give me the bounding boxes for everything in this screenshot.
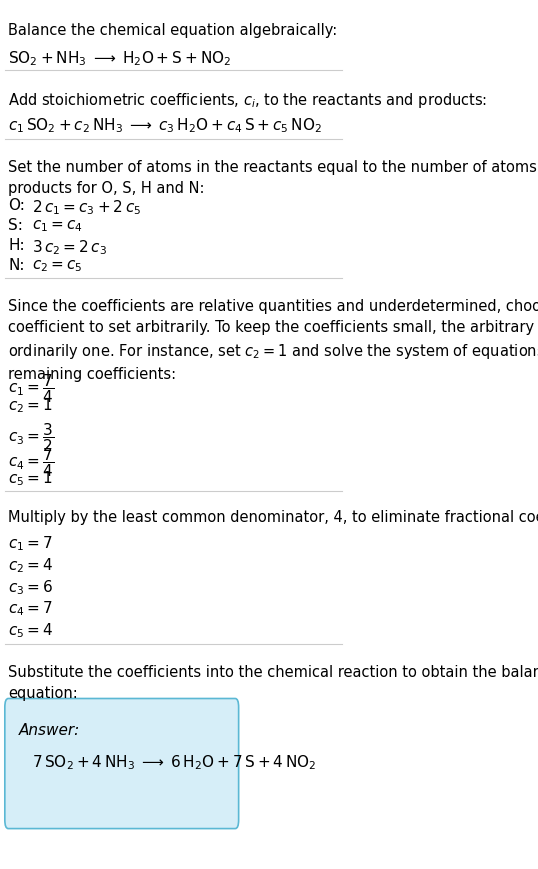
Text: $c_1\,\mathrm{SO_2} + c_2\,\mathrm{NH_3} \;\longrightarrow\; c_3\,\mathrm{H_2O} : $c_1\,\mathrm{SO_2} + c_2\,\mathrm{NH_3}… xyxy=(8,116,322,136)
Text: $c_1 = c_4$: $c_1 = c_4$ xyxy=(32,218,83,234)
Text: O:: O: xyxy=(8,198,25,213)
Text: $c_2 = 1$: $c_2 = 1$ xyxy=(8,395,53,415)
Text: $c_3 = 6$: $c_3 = 6$ xyxy=(8,577,53,596)
Text: $7\,\mathrm{SO_2} + 4\,\mathrm{NH_3} \;\longrightarrow\; 6\,\mathrm{H_2O} + 7\,\: $7\,\mathrm{SO_2} + 4\,\mathrm{NH_3} \;\… xyxy=(32,753,316,771)
Text: Set the number of atoms in the reactants equal to the number of atoms in the
pro: Set the number of atoms in the reactants… xyxy=(8,160,538,196)
Text: Multiply by the least common denominator, 4, to eliminate fractional coefficient: Multiply by the least common denominator… xyxy=(8,510,538,525)
Text: H:: H: xyxy=(8,238,25,253)
Text: $c_3 = \dfrac{3}{2}$: $c_3 = \dfrac{3}{2}$ xyxy=(8,421,54,454)
Text: $c_2 = c_5$: $c_2 = c_5$ xyxy=(32,258,83,274)
Text: $2\,c_1 = c_3 + 2\,c_5$: $2\,c_1 = c_3 + 2\,c_5$ xyxy=(32,198,141,216)
Text: Add stoichiometric coefficients, $c_i$, to the reactants and products:: Add stoichiometric coefficients, $c_i$, … xyxy=(8,90,487,109)
Text: $c_4 = 7$: $c_4 = 7$ xyxy=(8,599,53,618)
Text: Since the coefficients are relative quantities and underdetermined, choose a
coe: Since the coefficients are relative quan… xyxy=(8,299,538,381)
Text: $c_4 = \dfrac{7}{4}$: $c_4 = \dfrac{7}{4}$ xyxy=(8,446,54,479)
Text: Answer:: Answer: xyxy=(19,722,80,737)
Text: $c_2 = 4$: $c_2 = 4$ xyxy=(8,556,53,574)
Text: N:: N: xyxy=(8,258,25,273)
Text: S:: S: xyxy=(8,218,23,233)
Text: $c_5 = 4$: $c_5 = 4$ xyxy=(8,620,53,640)
Text: $c_5 = 1$: $c_5 = 1$ xyxy=(8,469,53,488)
FancyBboxPatch shape xyxy=(5,699,239,829)
Text: $\mathrm{SO_2 + NH_3 \;\longrightarrow\; H_2O + S + NO_2}$: $\mathrm{SO_2 + NH_3 \;\longrightarrow\;… xyxy=(8,49,232,68)
Text: Balance the chemical equation algebraically:: Balance the chemical equation algebraica… xyxy=(8,23,337,38)
Text: Substitute the coefficients into the chemical reaction to obtain the balanced
eq: Substitute the coefficients into the che… xyxy=(8,664,538,700)
Text: $3\,c_2 = 2\,c_3$: $3\,c_2 = 2\,c_3$ xyxy=(32,238,107,256)
Text: $c_1 = 7$: $c_1 = 7$ xyxy=(8,534,53,553)
Text: $c_1 = \dfrac{7}{4}$: $c_1 = \dfrac{7}{4}$ xyxy=(8,372,54,405)
